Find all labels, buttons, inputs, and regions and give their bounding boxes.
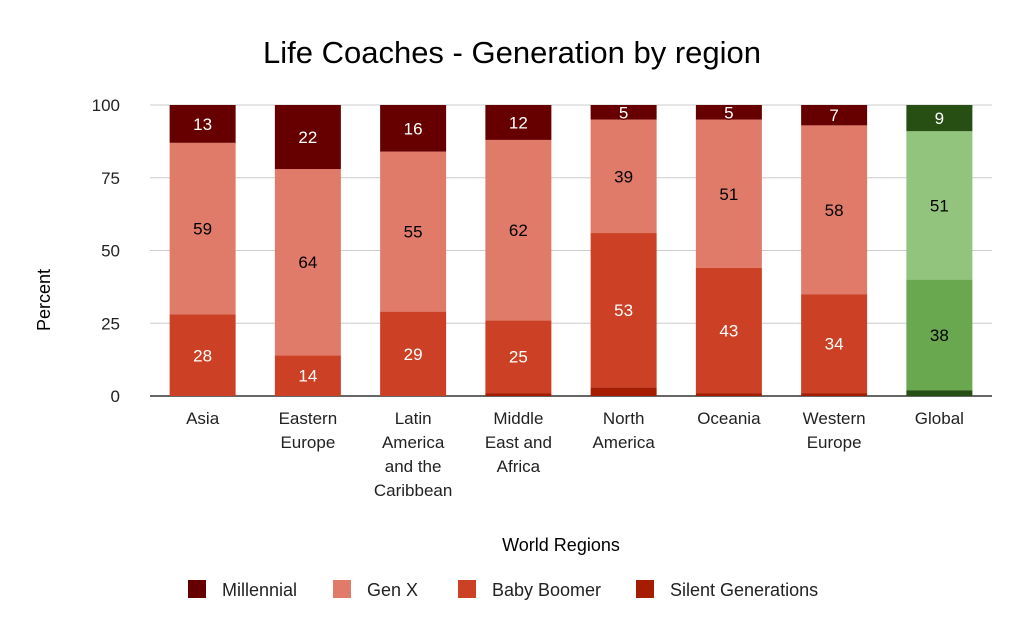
bar-stack <box>380 105 447 396</box>
bar-segment <box>801 105 868 126</box>
bar-stack <box>485 105 552 396</box>
x-tick-label: Western <box>803 409 866 428</box>
x-tick-label: America <box>382 433 445 452</box>
data-label: 9 <box>935 109 944 128</box>
data-label: 58 <box>825 201 844 220</box>
data-label: 62 <box>509 221 528 240</box>
bar-segment <box>695 267 762 394</box>
bar-segment <box>906 390 973 396</box>
x-tick-label: Latin <box>395 409 432 428</box>
y-tick-label: 0 <box>111 387 120 406</box>
x-tick-label: Europe <box>807 433 862 452</box>
bar-segment <box>590 105 657 120</box>
data-label: 64 <box>298 253 317 272</box>
x-tick-label: Africa <box>497 457 541 476</box>
x-tick-label: America <box>592 433 655 452</box>
legend-swatch <box>333 580 351 598</box>
legend-item[interactable]: Gen X <box>333 580 418 600</box>
bar-segment <box>801 294 868 394</box>
x-tick-label: Global <box>915 409 964 428</box>
bar-stack <box>906 105 973 396</box>
bar-segment <box>380 311 447 396</box>
data-label: 12 <box>509 113 528 132</box>
x-tick-label: Caribbean <box>374 481 452 500</box>
bar-stack <box>169 105 236 396</box>
data-label: 53 <box>614 301 633 320</box>
legend-swatch <box>636 580 654 598</box>
data-label: 39 <box>614 167 633 186</box>
data-label: 25 <box>509 348 528 367</box>
bar-segment <box>801 125 868 295</box>
x-tick-label: North <box>603 409 645 428</box>
bar-segment <box>274 169 341 356</box>
legend-item[interactable]: Silent Generations <box>636 580 818 600</box>
data-label: 14 <box>298 367 317 386</box>
bar-segment <box>485 105 552 140</box>
y-tick-label: 100 <box>92 96 120 115</box>
x-tick-label: Oceania <box>697 409 761 428</box>
bar-segment <box>906 105 973 132</box>
data-label: 29 <box>404 345 423 364</box>
data-label: 7 <box>829 106 838 125</box>
bar-segment <box>485 320 552 394</box>
bar-segment <box>274 355 341 396</box>
data-label: 43 <box>719 322 738 341</box>
x-tick-label: Asia <box>186 409 220 428</box>
data-label: 5 <box>724 103 733 122</box>
y-tick-label: 75 <box>101 169 120 188</box>
data-label: 34 <box>825 335 844 354</box>
bar-segment <box>906 279 973 391</box>
x-tick-label: and the <box>385 457 442 476</box>
data-label: 16 <box>404 119 423 138</box>
bar-stack <box>695 105 762 396</box>
legend-label: Millennial <box>222 580 297 600</box>
legend-label: Baby Boomer <box>492 580 601 600</box>
legend-swatch <box>458 580 476 598</box>
bar-segment <box>590 119 657 234</box>
bar-segment <box>169 142 236 315</box>
data-label: 13 <box>193 115 212 134</box>
y-tick-label: 50 <box>101 242 120 261</box>
bar-segment <box>695 393 762 396</box>
bar-stack <box>274 105 341 396</box>
bar-segment <box>380 151 447 312</box>
bar-segment <box>274 105 341 170</box>
bar-stack <box>801 105 868 396</box>
data-label: 38 <box>930 326 949 345</box>
bar-segment <box>380 105 447 152</box>
y-axis-label: Percent <box>34 269 54 331</box>
legend-label: Silent Generations <box>670 580 818 600</box>
x-tick-label: Eastern <box>279 409 338 428</box>
legend-label: Gen X <box>367 580 418 600</box>
legend-swatch <box>188 580 206 598</box>
bar-segment <box>590 233 657 388</box>
data-label: 59 <box>193 220 212 239</box>
bar-segment <box>695 119 762 268</box>
legend-item[interactable]: Baby Boomer <box>458 580 601 600</box>
x-axis-label: World Regions <box>502 535 620 555</box>
legend-item[interactable]: Millennial <box>188 580 297 600</box>
data-label: 28 <box>193 346 212 365</box>
data-label: 55 <box>404 223 423 242</box>
bar-segment <box>695 105 762 120</box>
x-tick-label: Europe <box>280 433 335 452</box>
data-label: 51 <box>930 196 949 215</box>
bar-stack <box>590 105 657 396</box>
bar-segment <box>801 393 868 396</box>
bar-segment <box>169 314 236 396</box>
bar-segment <box>906 131 973 280</box>
bar-segment <box>485 139 552 321</box>
data-label: 51 <box>719 185 738 204</box>
bar-segment <box>169 105 236 143</box>
y-tick-label: 25 <box>101 314 120 333</box>
x-tick-label: Middle <box>493 409 543 428</box>
x-tick-label: East and <box>485 433 552 452</box>
data-label: 22 <box>298 128 317 147</box>
chart-title: Life Coaches - Generation by region <box>263 35 761 70</box>
bar-segment <box>590 387 657 396</box>
data-label: 5 <box>619 103 628 122</box>
bar-segment <box>485 393 552 396</box>
